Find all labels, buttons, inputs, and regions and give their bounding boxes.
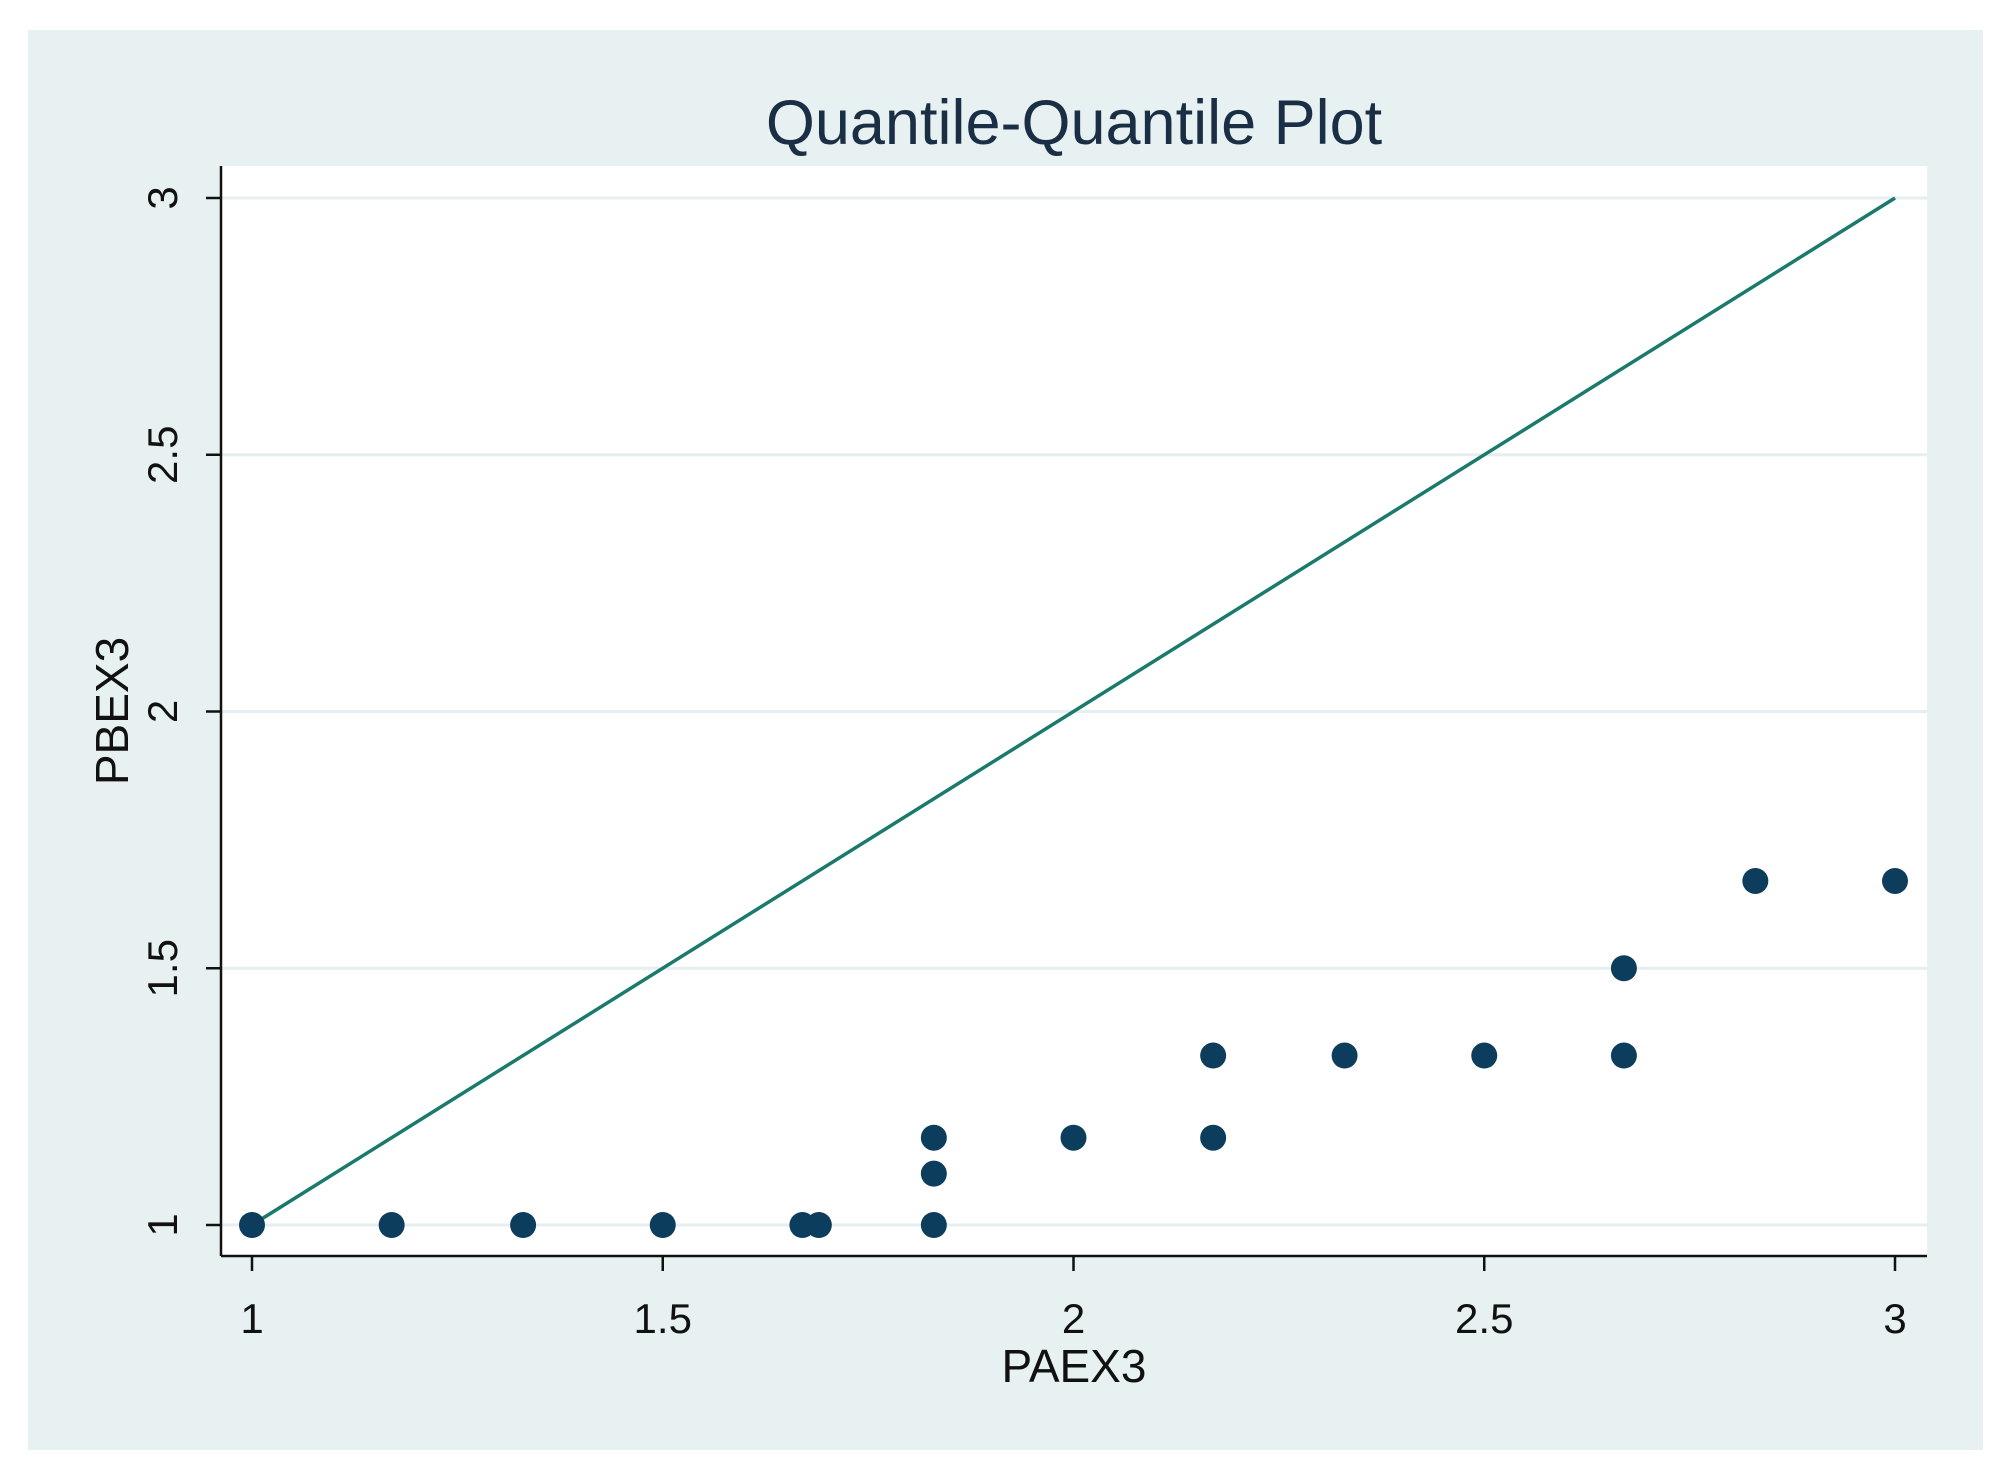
- data-point-11: [1200, 1042, 1227, 1069]
- data-point-1: [378, 1212, 405, 1238]
- x-tick-label-4: 3: [1883, 1295, 1906, 1342]
- y-axis-title: PBEX3: [86, 637, 138, 785]
- data-point-10: [1200, 1124, 1227, 1151]
- data-point-16: [1742, 867, 1769, 894]
- y-tick-label-3: 2.5: [139, 426, 186, 484]
- data-point-13: [1471, 1042, 1498, 1069]
- x-axis-title: PAEX3: [1002, 1340, 1147, 1392]
- data-points: [239, 867, 1908, 1238]
- data-point-7: [920, 1160, 947, 1187]
- x-tick-label-1: 1.5: [634, 1295, 692, 1342]
- x-tick-label-2: 2: [1062, 1295, 1085, 1342]
- x-tick-label-0: 1: [240, 1295, 263, 1342]
- y-tick-label-0: 1: [139, 1213, 186, 1236]
- y-tick-label-4: 3: [139, 186, 186, 209]
- data-point-6: [920, 1212, 947, 1238]
- x-tick-label-3: 2.5: [1455, 1295, 1513, 1342]
- data-point-15: [1610, 955, 1637, 982]
- data-point-12: [1331, 1042, 1358, 1069]
- y-tick-label-2: 2: [139, 700, 186, 723]
- chart-title: Quantile-Quantile Plot: [766, 88, 1383, 158]
- x-axis-ticks: 1 1.5 2 2.5 3: [240, 1256, 1907, 1342]
- data-point-8: [920, 1124, 947, 1151]
- reference-line: [251, 196, 1896, 1227]
- data-point-3: [649, 1212, 676, 1238]
- data-point-14: [1610, 1042, 1637, 1069]
- reference-line-layer: [251, 196, 1896, 1227]
- data-point-2: [510, 1212, 537, 1238]
- y-tick-label-1: 1.5: [139, 939, 186, 997]
- data-point-17: [1882, 867, 1908, 894]
- y-axis-ticks: 1 1.5 2 2.5 3: [139, 186, 221, 1237]
- data-point-0: [239, 1212, 265, 1238]
- data-point-5: [805, 1212, 832, 1238]
- data-point-9: [1060, 1124, 1087, 1151]
